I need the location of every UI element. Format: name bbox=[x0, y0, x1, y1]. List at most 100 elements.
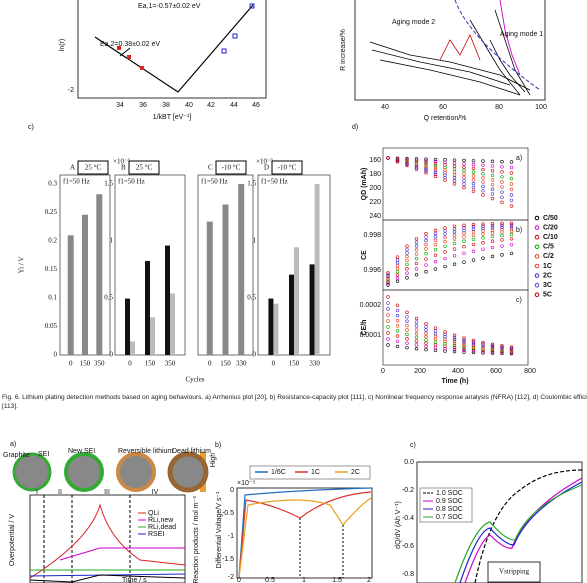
marker bbox=[462, 182, 466, 186]
bar-shape bbox=[125, 298, 130, 355]
legend-label: RLi,dead bbox=[148, 524, 176, 531]
marker bbox=[471, 249, 476, 253]
x-tick-label: 40 bbox=[381, 104, 389, 111]
marker bbox=[405, 267, 409, 271]
marker bbox=[490, 347, 495, 351]
x-tick-label: 1.5 bbox=[332, 577, 342, 583]
legend-label: 5C bbox=[543, 292, 552, 299]
marker bbox=[471, 159, 476, 163]
marker bbox=[443, 239, 447, 244]
axis-label: Overpotential / V bbox=[9, 514, 16, 566]
x-tick-label: 600 bbox=[490, 368, 502, 375]
marker bbox=[509, 237, 514, 241]
marker bbox=[443, 332, 447, 337]
y-tick-label: 1 bbox=[110, 237, 114, 245]
marker bbox=[481, 226, 485, 231]
marker bbox=[433, 174, 438, 179]
marker bbox=[490, 168, 495, 173]
marker bbox=[405, 163, 409, 168]
axis-label: QD (mAh) bbox=[361, 168, 368, 201]
marker bbox=[433, 231, 438, 236]
marker bbox=[481, 236, 485, 240]
marker bbox=[490, 196, 495, 201]
marker bbox=[414, 320, 419, 324]
marker bbox=[471, 242, 476, 247]
marker bbox=[490, 254, 495, 259]
marker bbox=[509, 232, 514, 237]
marker bbox=[433, 329, 438, 333]
marker bbox=[509, 221, 514, 226]
marker bbox=[490, 231, 495, 235]
markers bbox=[117, 46, 144, 70]
curves bbox=[369, 9, 531, 96]
marker bbox=[405, 341, 409, 345]
marker bbox=[500, 221, 504, 226]
marker bbox=[424, 251, 428, 256]
marker bbox=[443, 264, 447, 269]
marker bbox=[433, 343, 438, 347]
marker bbox=[509, 187, 514, 192]
marker bbox=[414, 244, 419, 248]
legend-label: 0.9 SOC bbox=[436, 498, 463, 505]
marker bbox=[424, 247, 428, 251]
x-tick-label: 150 bbox=[145, 360, 156, 368]
subplot-letter: A bbox=[70, 164, 75, 172]
marker bbox=[395, 276, 400, 280]
annotation: Ea,2=0.38±0.02 eV bbox=[100, 41, 160, 48]
fit-line bbox=[94, 4, 254, 93]
temp-box bbox=[77, 160, 109, 175]
x-tick-label: 150 bbox=[80, 360, 91, 368]
legend-marker bbox=[534, 215, 540, 221]
marker bbox=[509, 198, 514, 203]
trend bbox=[454, 0, 541, 91]
marker bbox=[395, 270, 400, 274]
x-tick-label: 100 bbox=[535, 104, 547, 111]
x-tick-label: 150 bbox=[220, 360, 231, 368]
frame bbox=[77, 0, 267, 99]
marker bbox=[509, 229, 514, 234]
marker bbox=[405, 328, 409, 332]
y-tick-label: 0.05 bbox=[45, 322, 58, 330]
marker bbox=[452, 333, 457, 337]
marker bbox=[395, 334, 400, 338]
marker bbox=[433, 243, 438, 247]
marker bbox=[462, 162, 466, 166]
marker bbox=[481, 193, 485, 197]
scale: ×10⁻³ bbox=[113, 158, 130, 166]
legend-label: 0.7 SOC bbox=[436, 514, 463, 521]
bar-shape bbox=[314, 184, 320, 355]
marker bbox=[424, 341, 428, 345]
marker bbox=[500, 165, 504, 169]
legend-label: C/5 bbox=[543, 244, 554, 251]
marker bbox=[405, 315, 409, 319]
marker bbox=[433, 345, 438, 350]
y-tick-label: 0 bbox=[54, 351, 58, 359]
marker bbox=[481, 232, 485, 236]
panel-label: d) bbox=[352, 124, 358, 131]
marker bbox=[433, 228, 438, 233]
marker bbox=[405, 310, 409, 315]
marker bbox=[490, 345, 495, 350]
marker bbox=[481, 188, 485, 193]
y-tick-label: 0.25 bbox=[45, 208, 58, 216]
marker bbox=[433, 238, 438, 243]
marker bbox=[452, 349, 457, 354]
marker bbox=[481, 222, 485, 226]
marker bbox=[500, 200, 504, 205]
marker bbox=[481, 167, 485, 172]
legend-label: 2C bbox=[543, 272, 552, 279]
stage-label: Dead lithium bbox=[172, 448, 211, 455]
marker bbox=[481, 247, 485, 251]
bar-shape bbox=[206, 221, 213, 355]
marker bbox=[490, 178, 495, 182]
marker bbox=[462, 260, 466, 264]
y-tick-label: -1.5 bbox=[222, 556, 234, 563]
marker bbox=[490, 349, 495, 353]
guide bbox=[299, 518, 344, 578]
marker bbox=[500, 159, 504, 164]
marker bbox=[462, 225, 466, 230]
marker bbox=[509, 171, 514, 175]
marker bbox=[452, 335, 457, 339]
marker bbox=[452, 170, 457, 174]
marker bbox=[462, 168, 466, 173]
